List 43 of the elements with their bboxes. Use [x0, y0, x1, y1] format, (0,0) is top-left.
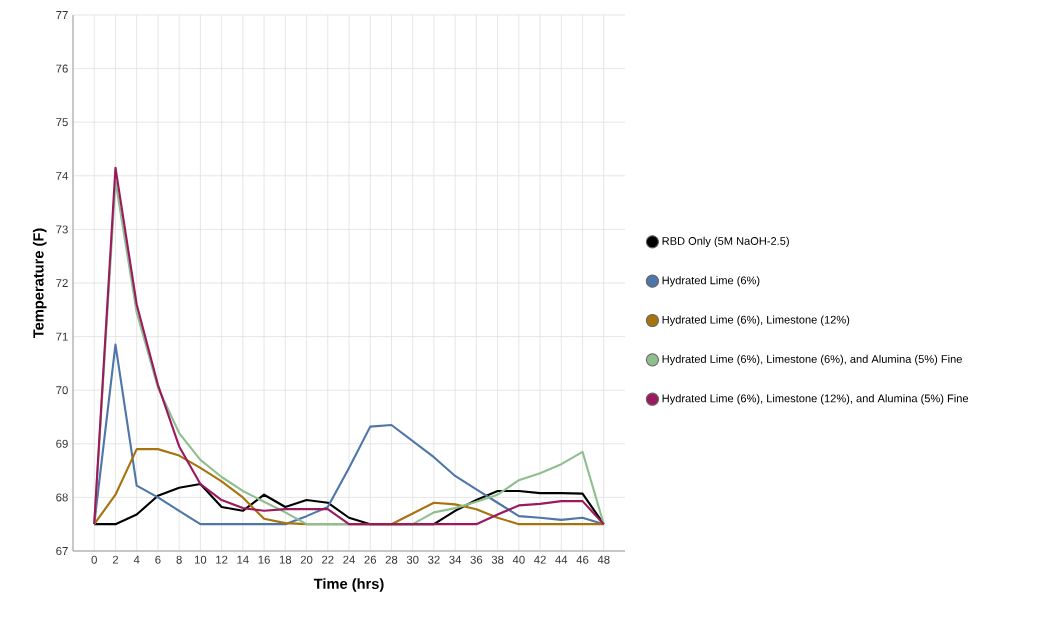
x-tick-label: 16: [258, 555, 270, 564]
x-tick-label: 2: [112, 555, 119, 564]
y-axis-title: Temperature (F): [32, 228, 47, 339]
x-tick-label: 34: [449, 555, 462, 564]
y-tick-label: 75: [56, 118, 68, 127]
y-tick-label: 77: [56, 11, 68, 19]
legend-label: Hydrated Lime (6%), Limestone (12%), and Alumina (5%) Fine: [662, 394, 969, 405]
y-tick-label: 73: [56, 225, 68, 234]
x-tick-label: 24: [343, 555, 355, 564]
legend-label: Hydrated Lime (6%), Limestone (12%): [662, 315, 850, 326]
x-tick-label: 18: [279, 555, 292, 564]
y-tick-label: 72: [56, 279, 68, 287]
legend-label: Hydrated Lime (6%): [662, 276, 760, 287]
y-tick-label: 70: [56, 386, 68, 395]
y-tick-label: 67: [56, 546, 68, 555]
y-tick-label: 69: [56, 439, 68, 448]
x-tick-label: 22: [322, 555, 334, 564]
x-tick-label: 44: [555, 555, 568, 564]
x-axis-title: Time (hrs): [313, 578, 384, 592]
x-tick-label: 32: [428, 555, 440, 564]
x-tick-label: 36: [470, 555, 483, 564]
x-tick-label: 42: [534, 555, 546, 564]
x-tick-label: 12: [216, 555, 228, 564]
x-tick-label: 10: [194, 555, 207, 564]
legend-label: Hydrated Lime (6%), Limestone (6%), and Alumina (5%) Fine: [662, 354, 962, 366]
x-tick-label: 28: [385, 555, 398, 564]
y-tick-label: 76: [56, 64, 68, 73]
x-tick-label: 6: [155, 555, 161, 564]
x-tick-label: 4: [133, 555, 140, 564]
x-tick-label: 20: [300, 555, 313, 564]
legend-label: RBD Only (5M NaOH-2.5): [662, 236, 789, 248]
x-tick-label: 8: [176, 555, 182, 564]
y-tick-label: 68: [56, 493, 68, 502]
x-tick-label: 40: [512, 555, 525, 564]
x-tick-label: 14: [237, 555, 249, 564]
y-tick-label: 71: [56, 332, 68, 341]
x-tick-label: 38: [491, 555, 504, 564]
x-tick-label: 30: [406, 555, 419, 564]
y-tick-label: 74: [56, 171, 68, 180]
x-tick-label: 46: [576, 555, 589, 564]
x-tick-label: 48: [597, 555, 610, 564]
x-tick-label: 26: [364, 555, 377, 564]
x-tick-label: 0: [91, 555, 97, 564]
